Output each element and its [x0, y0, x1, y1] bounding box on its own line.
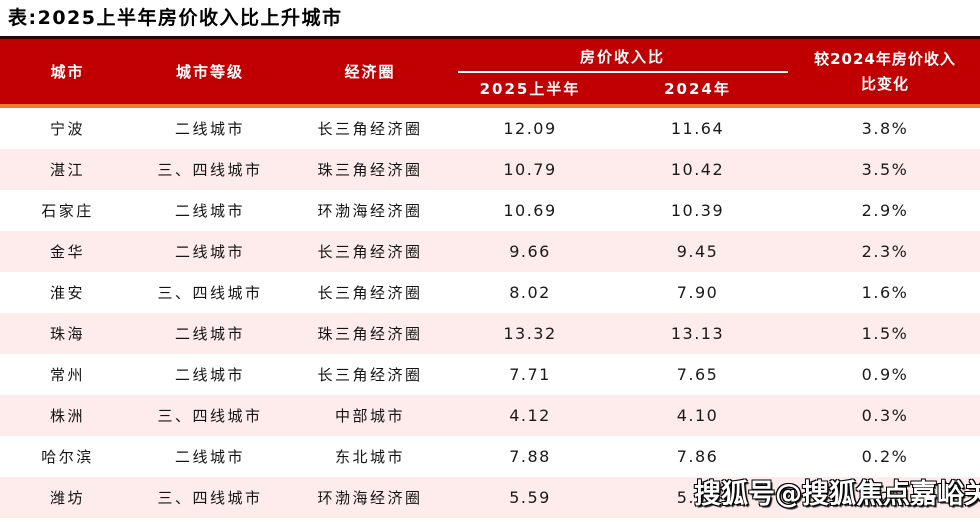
- cell-ratio-2024: 11.64: [670, 119, 725, 138]
- cell-change: 0.2%: [861, 447, 909, 466]
- cell-city: 株洲: [49, 407, 85, 425]
- cell-city: 潍坊: [49, 489, 85, 507]
- cell-change: 1.6%: [861, 283, 909, 302]
- cell-economic-circle: 东北城市: [334, 448, 405, 466]
- table-row: 淮安 三、四线城市 长三角经济圈 8.02 7.90 1.6%: [0, 272, 980, 313]
- table-row: 潍坊 三、四线城市 环渤海经济圈 5.59 5.58 0.2%: [0, 477, 980, 518]
- cell-ratio-2025h1: 4.12: [509, 406, 551, 425]
- cell-ratio-2025h1: 12.09: [503, 119, 557, 138]
- cell-city: 淮安: [49, 284, 85, 302]
- cell-economic-circle: 长三角经济圈: [317, 120, 423, 138]
- cell-ratio-2025h1: 10.79: [503, 160, 557, 179]
- header-accent-line: [0, 104, 980, 108]
- cell-ratio-2024: 4.10: [676, 406, 719, 425]
- cell-economic-circle: 中部城市: [334, 407, 405, 425]
- cell-tier: 三、四线城市: [157, 284, 263, 302]
- cell-ratio-2024: 7.65: [676, 365, 719, 384]
- cell-tier: 二线城市: [174, 120, 245, 138]
- cell-change: 2.3%: [861, 242, 909, 261]
- cell-change: 0.3%: [861, 406, 909, 425]
- table-row: 常州 二线城市 长三角经济圈 7.71 7.65 0.9%: [0, 354, 980, 395]
- cell-ratio-2025h1: 13.32: [503, 324, 557, 343]
- watermark-text: 搜狐号@搜狐焦点嘉峪关站: [694, 479, 980, 510]
- header-cell-city: 城市: [50, 63, 85, 81]
- cell-ratio-2024: 10.42: [670, 160, 725, 179]
- cell-city: 宁波: [49, 120, 85, 138]
- cell-change: 3.5%: [861, 160, 909, 179]
- cell-change: 1.5%: [861, 324, 909, 343]
- header-cell-circle: 经济圈: [344, 63, 396, 81]
- cell-tier: 三、四线城市: [157, 489, 263, 507]
- cell-ratio-2024: 7.86: [676, 447, 719, 466]
- cell-tier: 二线城市: [174, 325, 245, 343]
- cell-change: 2.9%: [861, 201, 909, 220]
- table-row: 湛江 三、四线城市 珠三角经济圈 10.79 10.42 3.5%: [0, 149, 980, 190]
- cell-economic-circle: 长三角经济圈: [317, 243, 423, 261]
- cell-ratio-2025h1: 7.88: [509, 447, 551, 466]
- table-body: 宁波 二线城市 长三角经济圈 12.09 11.64 3.8% 湛江 三、四线城…: [0, 108, 980, 518]
- cell-ratio-2024: 7.90: [676, 283, 719, 302]
- header-cell-change: 较2024年房价收入 比变化: [790, 39, 980, 104]
- cell-ratio-2025h1: 8.02: [509, 283, 551, 302]
- cell-ratio-2025h1: 9.66: [509, 242, 551, 261]
- cell-economic-circle: 环渤海经济圈: [317, 489, 423, 507]
- table-row: 哈尔滨 二线城市 东北城市 7.88 7.86 0.2%: [0, 436, 980, 477]
- cell-city: 金华: [49, 243, 85, 261]
- cell-tier: 三、四线城市: [157, 407, 263, 425]
- header-group-underline: [458, 71, 788, 73]
- cell-economic-circle: 环渤海经济圈: [317, 202, 423, 220]
- table-row: 珠海 二线城市 珠三角经济圈 13.32 13.13 1.5%: [0, 313, 980, 354]
- cell-economic-circle: 珠三角经济圈: [317, 161, 423, 179]
- header-change-label: 较2024年房价收入 比变化: [814, 49, 956, 93]
- page-title: 表:2025上半年房价收入比上升城市: [8, 7, 343, 29]
- header-cell-tier: 城市等级: [175, 63, 244, 81]
- cell-tier: 二线城市: [174, 448, 245, 466]
- cell-tier: 三、四线城市: [157, 161, 263, 179]
- header-cell-2024: 2024年: [664, 79, 731, 98]
- table-row: 金华 二线城市 长三角经济圈 9.66 9.45 2.3%: [0, 231, 980, 272]
- table-row: 株洲 三、四线城市 中部城市 4.12 4.10 0.3%: [0, 395, 980, 436]
- cell-ratio-2024: 10.39: [670, 201, 725, 220]
- cell-ratio-2025h1: 5.59: [509, 488, 551, 507]
- cell-economic-circle: 长三角经济圈: [317, 284, 423, 302]
- cell-ratio-2025h1: 7.71: [509, 365, 551, 384]
- cell-ratio-2024: 5.58: [676, 488, 719, 507]
- cell-ratio-2024: 13.13: [670, 324, 725, 343]
- cell-city: 珠海: [49, 325, 85, 343]
- cell-tier: 二线城市: [174, 202, 245, 220]
- cell-city: 湛江: [49, 161, 85, 179]
- header-group-ratio: 房价收入比: [579, 47, 665, 66]
- cell-tier: 二线城市: [174, 366, 245, 384]
- table-header: 城市 城市等级 经济圈 房价收入比 2025上半年 2024年 较2024年房价…: [0, 36, 980, 104]
- cell-city: 常州: [49, 366, 85, 384]
- cell-change: 3.8%: [861, 119, 909, 138]
- cell-change: 0.9%: [861, 365, 909, 384]
- cell-city: 石家庄: [41, 202, 94, 220]
- cell-tier: 二线城市: [174, 243, 245, 261]
- header-cell-2025h1: 2025上半年: [479, 79, 581, 98]
- table-row: 石家庄 二线城市 环渤海经济圈 10.69 10.39 2.9%: [0, 190, 980, 231]
- cell-ratio-2024: 9.45: [676, 242, 719, 261]
- cell-economic-circle: 珠三角经济圈: [317, 325, 423, 343]
- cell-economic-circle: 长三角经济圈: [317, 366, 423, 384]
- table-row: 宁波 二线城市 长三角经济圈 12.09 11.64 3.8%: [0, 108, 980, 149]
- cell-city: 哈尔滨: [41, 448, 94, 466]
- cell-ratio-2025h1: 10.69: [503, 201, 557, 220]
- cell-change: 0.2%: [861, 488, 909, 507]
